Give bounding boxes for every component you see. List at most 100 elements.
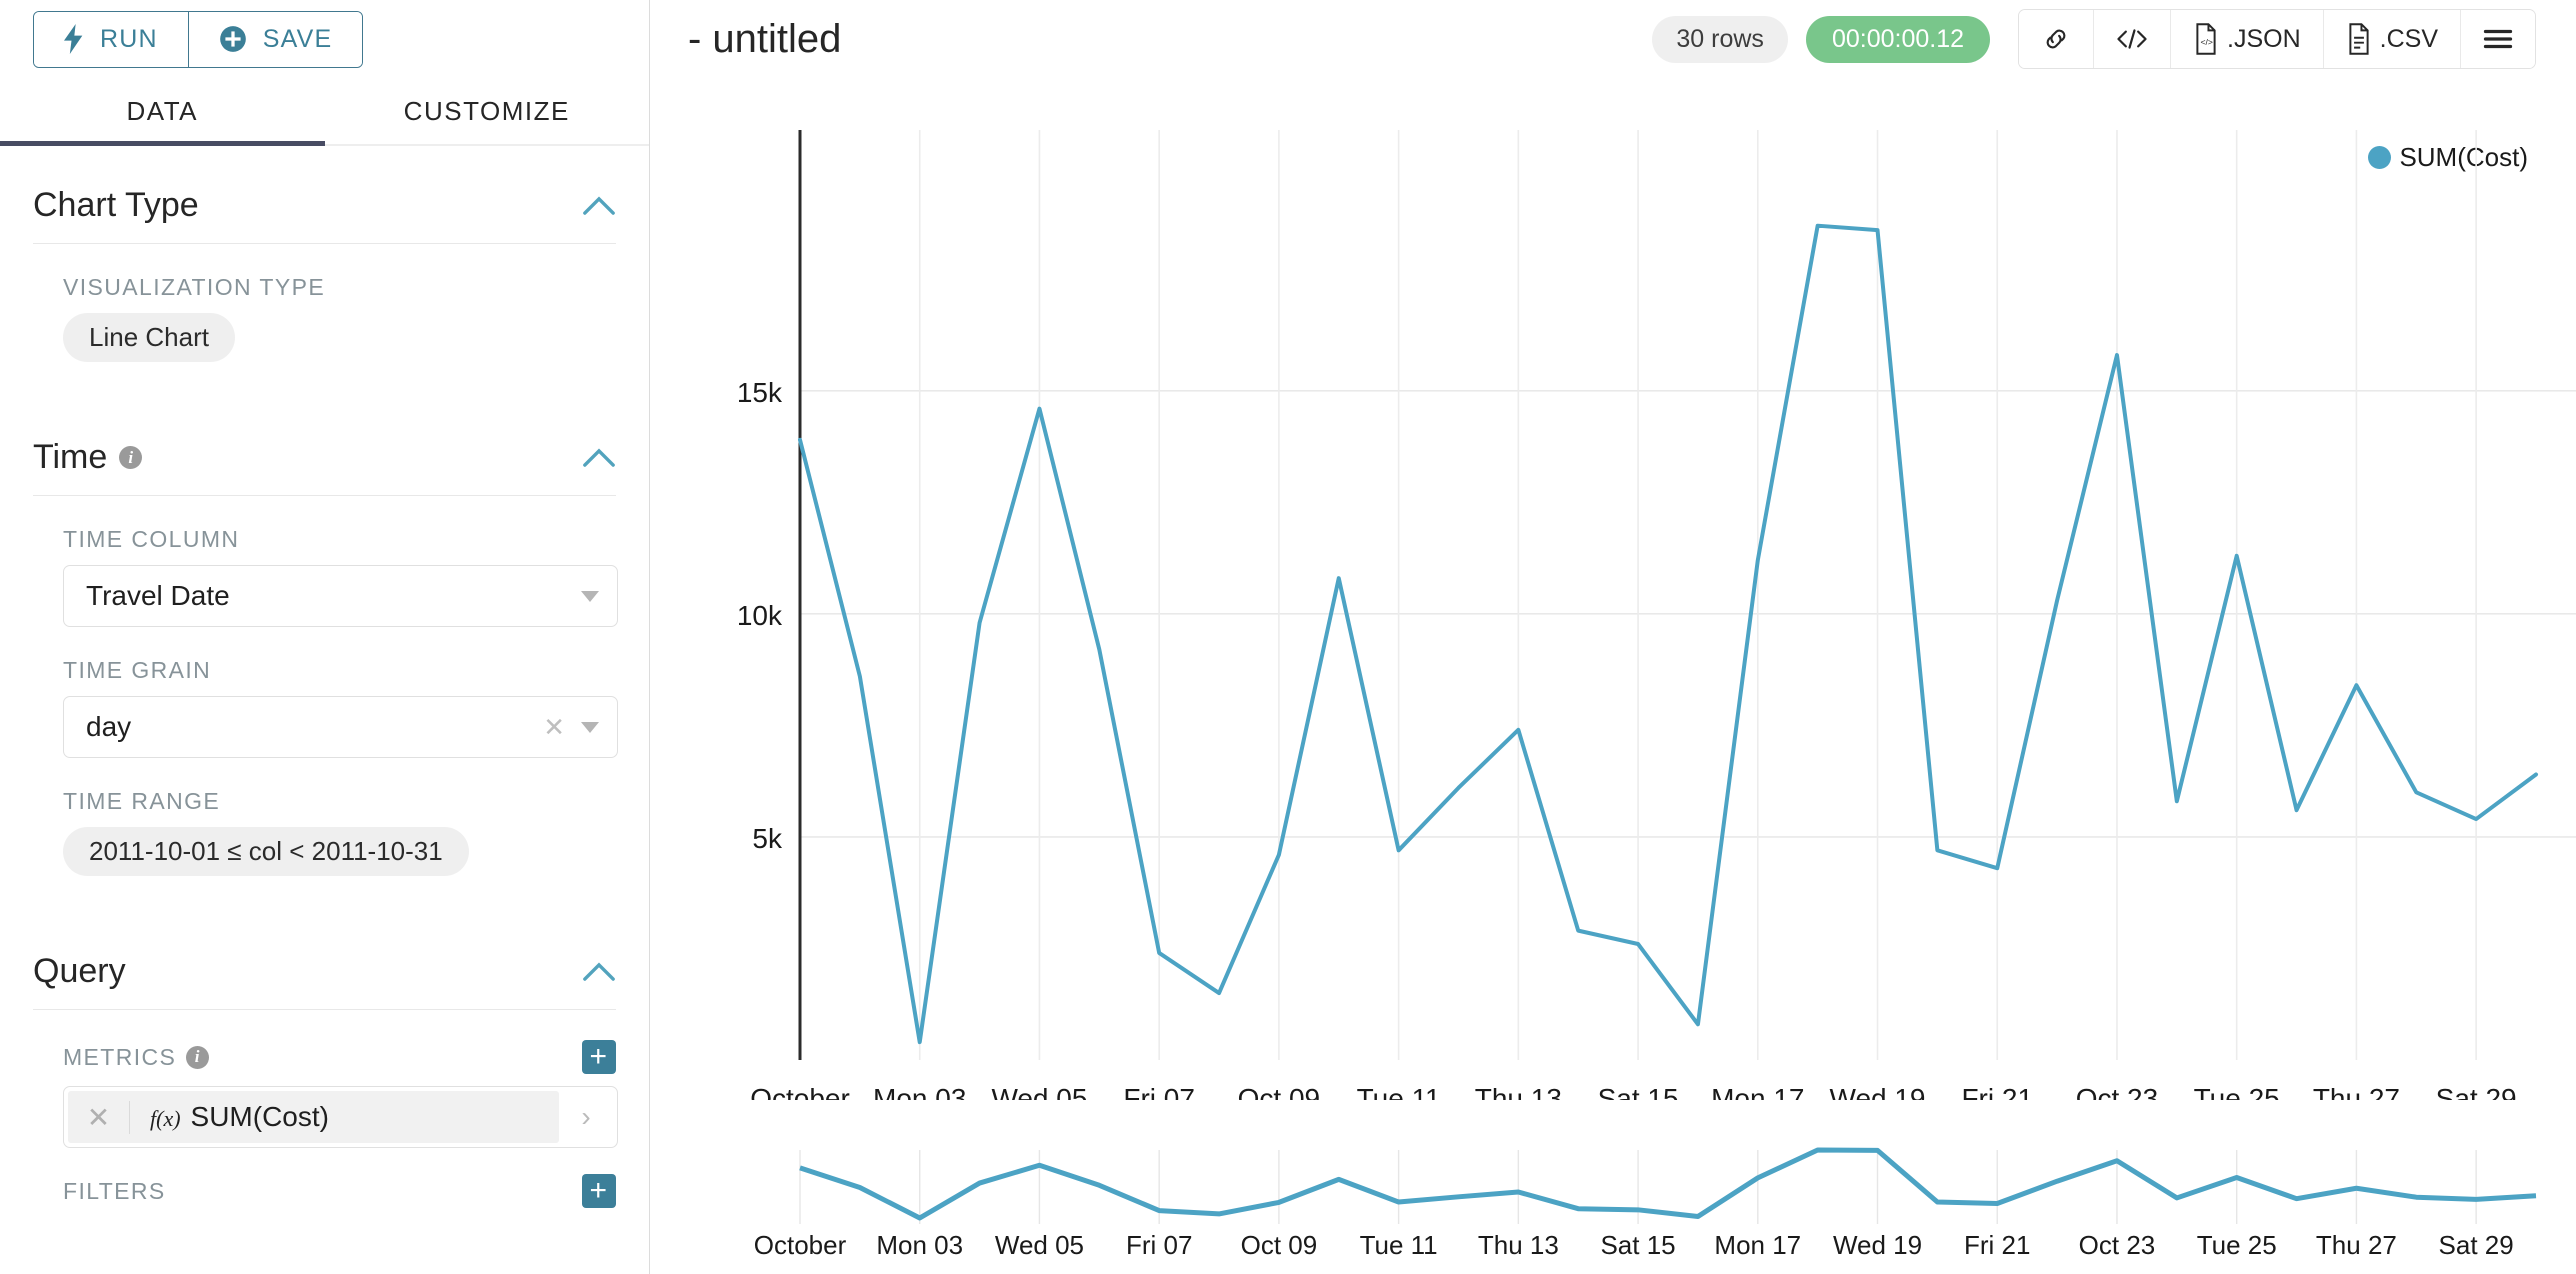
line-chart-svg: 5k 10k 15k October Mon 03 Wed 05 Fri 07 Oct 09 T… xyxy=(737,130,2576,1100)
time-column-select[interactable]: Travel Date xyxy=(63,565,618,627)
header-actions: 30 rows 00:00:00.12 xyxy=(1652,9,2536,69)
field-time-column: TIME COLUMN Travel Date xyxy=(33,496,618,627)
svg-text:Oct 09: Oct 09 xyxy=(1241,1230,1318,1260)
chevron-up-icon[interactable] xyxy=(582,196,616,216)
svg-text:</>: </> xyxy=(2200,37,2212,47)
section-chart-type-header[interactable]: Chart Type xyxy=(33,146,616,244)
chevron-down-icon xyxy=(581,721,599,733)
chart-legend: SUM(Cost) xyxy=(2368,142,2528,173)
time-grain-select[interactable]: day ✕ xyxy=(63,696,618,758)
legend-color-swatch xyxy=(2368,146,2392,169)
info-icon[interactable]: i xyxy=(186,1045,210,1069)
lightning-icon xyxy=(64,24,84,54)
run-button[interactable]: RUN xyxy=(34,11,188,67)
csv-export-button[interactable]: .CSV xyxy=(2322,10,2460,68)
svg-text:Oct 23: Oct 23 xyxy=(2076,1083,2158,1100)
svg-text:Sat 29: Sat 29 xyxy=(2436,1083,2517,1100)
json-file-icon: </> xyxy=(2193,23,2219,55)
page-title[interactable]: - untitled xyxy=(688,16,842,61)
remove-metric-icon[interactable]: ✕ xyxy=(68,1100,130,1134)
time-grain-label: TIME GRAIN xyxy=(63,657,212,683)
filters-label-row: FILTERS + xyxy=(63,1174,616,1208)
line-chart[interactable]: 5k 10k 15k October Mon 03 Wed 05 Fri 07 Oct 09 T… xyxy=(650,100,2576,1100)
svg-text:Sat 15: Sat 15 xyxy=(1598,1083,1679,1100)
chevron-up-icon[interactable] xyxy=(582,448,616,468)
panel-body: Chart Type VISUALIZATION TYPE Line Chart… xyxy=(0,146,649,1208)
tab-customize[interactable]: CUSTOMIZE xyxy=(325,78,650,144)
svg-text:Wed 19: Wed 19 xyxy=(1830,1083,1926,1100)
code-icon[interactable] xyxy=(2093,10,2171,68)
field-visualization-type: VISUALIZATION TYPE Line Chart xyxy=(33,244,616,362)
time-range-value[interactable]: 2011-10-01 ≤ col < 2011-10-31 xyxy=(63,827,469,876)
metrics-label: METRICS xyxy=(63,1043,177,1070)
svg-text:Sat 15: Sat 15 xyxy=(1600,1230,1675,1260)
section-query: Query METRICS i + ✕ xyxy=(0,912,649,1208)
save-button-label: SAVE xyxy=(262,24,333,53)
svg-text:Wed 05: Wed 05 xyxy=(995,1230,1084,1260)
svg-text:Mon 03: Mon 03 xyxy=(873,1083,966,1100)
metrics-label-row: METRICS i + xyxy=(63,1040,616,1074)
save-button[interactable]: SAVE xyxy=(187,11,363,67)
section-query-header[interactable]: Query xyxy=(33,912,616,1010)
section-chart-type: Chart Type VISUALIZATION TYPE Line Chart xyxy=(0,146,649,362)
section-time-title-text: Time xyxy=(33,438,108,476)
metric-chip[interactable]: ✕ f(x) SUM(Cost) xyxy=(68,1091,559,1143)
svg-text:Thu 27: Thu 27 xyxy=(2316,1230,2397,1260)
metric-value: SUM(Cost) xyxy=(190,1101,329,1132)
export-icon-group: </> .JSON .CSV xyxy=(2018,9,2536,69)
section-time-title: Time i xyxy=(33,438,143,477)
chart-header: - untitled 30 rows 00:00:00.12 xyxy=(650,0,2576,78)
hamburger-menu-icon[interactable] xyxy=(2460,10,2535,68)
csv-export-label: .CSV xyxy=(2379,24,2438,53)
add-metric-button[interactable]: + xyxy=(582,1040,616,1074)
chevron-down-icon xyxy=(581,590,599,602)
brush-overview-svg: October Mon 03 Wed 05 Fri 07 Oct 09 Tue 11 Thu… xyxy=(754,1147,2537,1260)
chevron-up-icon[interactable] xyxy=(582,962,616,982)
svg-text:Sat 29: Sat 29 xyxy=(2439,1230,2514,1260)
svg-text:Wed 05: Wed 05 xyxy=(991,1083,1087,1100)
clear-icon[interactable]: ✕ xyxy=(543,711,565,742)
timer-badge: 00:00:00.12 xyxy=(1805,15,1991,63)
chevron-right-icon[interactable]: › xyxy=(581,1101,591,1132)
metric-label: f(x) SUM(Cost) xyxy=(130,1101,329,1133)
svg-text:Thu 27: Thu 27 xyxy=(2313,1083,2400,1100)
action-bar: RUN SAVE xyxy=(0,0,649,78)
time-range-label: TIME RANGE xyxy=(63,788,221,814)
panel-tabs: DATA CUSTOMIZE xyxy=(0,78,649,146)
svg-text:Thu 13: Thu 13 xyxy=(1478,1230,1559,1260)
chart-main-panel: - untitled 30 rows 00:00:00.12 xyxy=(650,0,2576,1274)
control-panel-sidebar: RUN SAVE DATA CUSTOMIZE xyxy=(0,0,650,1274)
field-metrics: METRICS i + ✕ f(x) SUM(Cost) xyxy=(33,1010,618,1148)
chart-brush-overview[interactable]: October Mon 03 Wed 05 Fri 07 Oct 09 Tue 11 Thu… xyxy=(650,1140,2576,1274)
svg-text:10k: 10k xyxy=(737,600,783,631)
link-icon[interactable] xyxy=(2019,10,2094,68)
time-grain-value: day xyxy=(86,711,132,742)
tab-data[interactable]: DATA xyxy=(0,78,325,144)
field-time-range: TIME RANGE 2011-10-01 ≤ col < 2011-10-31 xyxy=(33,758,616,876)
json-export-button[interactable]: </> .JSON xyxy=(2170,10,2323,68)
svg-text:Tue 25: Tue 25 xyxy=(2194,1083,2280,1100)
rows-badge: 30 rows xyxy=(1652,15,1788,63)
svg-text:Tue 11: Tue 11 xyxy=(1357,1083,1441,1100)
svg-text:Fri 21: Fri 21 xyxy=(1964,1230,2030,1260)
svg-text:October: October xyxy=(754,1230,847,1260)
visualization-type-value[interactable]: Line Chart xyxy=(63,313,235,362)
section-query-title: Query xyxy=(33,952,126,990)
svg-text:Fri 07: Fri 07 xyxy=(1126,1230,1192,1260)
field-time-grain: TIME GRAIN day ✕ xyxy=(33,627,618,758)
tab-customize-label: CUSTOMIZE xyxy=(403,95,570,126)
time-column-label: TIME COLUMN xyxy=(63,526,240,552)
metrics-control: ✕ f(x) SUM(Cost) › xyxy=(63,1086,618,1148)
svg-text:Oct 23: Oct 23 xyxy=(2079,1230,2156,1260)
svg-text:Tue 25: Tue 25 xyxy=(2197,1230,2277,1260)
svg-text:Mon 17: Mon 17 xyxy=(1711,1083,1804,1100)
info-icon[interactable]: i xyxy=(119,446,143,469)
add-filter-button[interactable]: + xyxy=(582,1174,616,1208)
svg-text:Mon 03: Mon 03 xyxy=(876,1230,963,1260)
json-export-label: .JSON xyxy=(2227,24,2301,53)
run-save-button-group: RUN SAVE xyxy=(33,10,364,68)
filters-label: FILTERS xyxy=(63,1177,166,1204)
field-filters: FILTERS + xyxy=(33,1148,616,1208)
section-time-header[interactable]: Time i xyxy=(33,398,616,496)
